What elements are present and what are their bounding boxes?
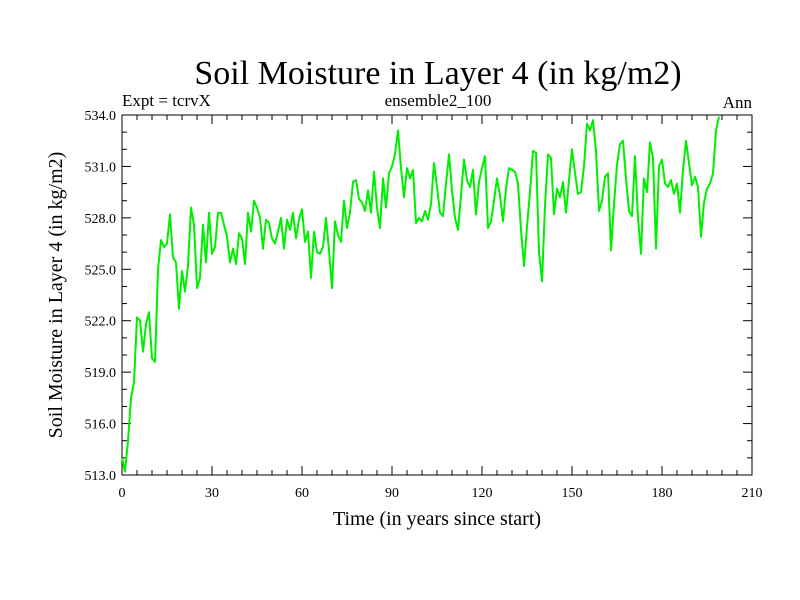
x-tick-label: 150 [562,486,583,501]
axis-ticks [121,114,753,476]
y-tick-label: 531.0 [85,160,117,175]
plot-frame [121,114,753,476]
y-tick-label: 516.0 [85,418,117,433]
experiment-label: Expt = tcrvX [122,91,211,110]
chart-title: Soil Moisture in Layer 4 (in kg/m2) [194,55,681,92]
x-axis-label: Time (in years since start) [333,508,541,530]
x-tick-label: 120 [472,486,493,501]
x-tick-labels: 0 30 60 90 120 150 180 210 [119,486,763,501]
x-tick-label: 30 [205,486,219,501]
soil-moisture-series-line [121,116,720,473]
y-tick-label: 519.0 [85,366,117,381]
y-tick-label: 525.0 [85,263,117,278]
y-tick-labels: 513.0 516.0 519.0 522.0 525.0 528.0 531.0 534.0 [85,109,117,484]
y-axis-label: Soil Moisture in Layer 4 (in kg/m2) [45,152,67,439]
y-tick-label: 522.0 [85,315,117,330]
x-tick-label: 90 [385,486,399,501]
x-tick-label: 210 [742,486,763,501]
x-tick-label: 60 [295,486,309,501]
y-tick-label: 534.0 [85,109,117,124]
y-tick-label: 528.0 [85,212,117,227]
y-tick-label: 513.0 [85,469,117,484]
period-label: Ann [723,93,753,112]
x-tick-label: 180 [652,486,673,501]
x-tick-label: 0 [119,486,126,501]
ensemble-label: ensemble2_100 [385,91,492,110]
